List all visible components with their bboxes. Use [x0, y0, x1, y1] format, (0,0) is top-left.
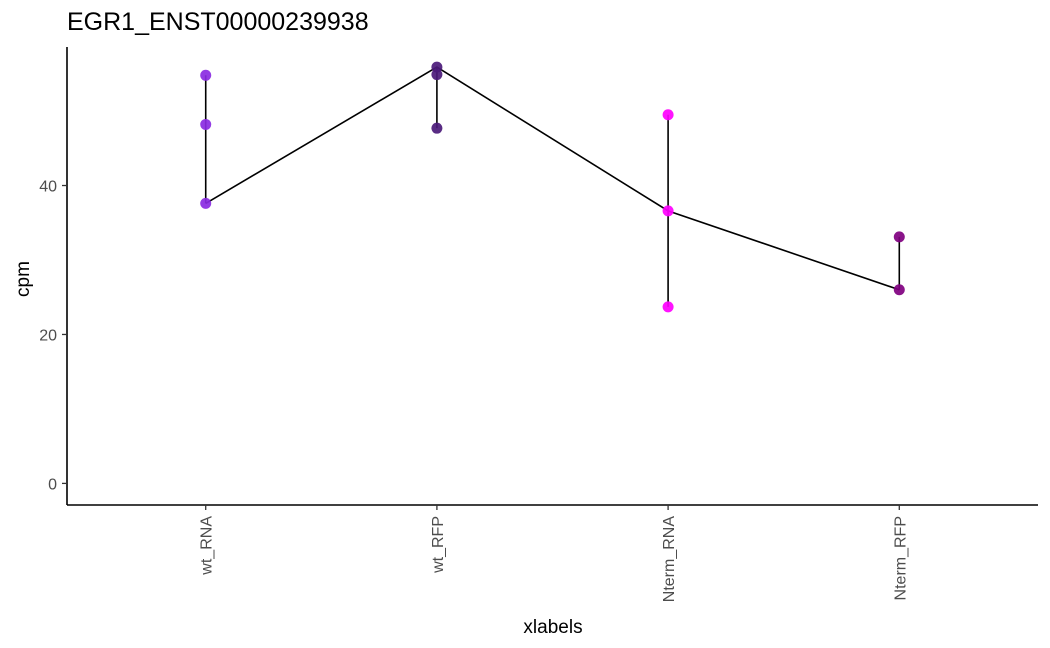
y-tick-label: 0 — [48, 476, 57, 493]
mean-line — [205, 66, 900, 291]
data-point — [893, 284, 905, 296]
x-tick-label: Nterm_RNA — [661, 516, 678, 603]
x-axis-title: xlabels — [523, 617, 582, 638]
x-tick-label: wt_RFP — [430, 516, 447, 574]
chart-title: EGR1_ENST00000239938 — [67, 8, 369, 36]
y-tick-label: 20 — [39, 327, 57, 344]
data-point — [431, 69, 443, 81]
range-segments — [204, 66, 901, 307]
data-point — [200, 118, 212, 130]
data-point — [662, 205, 674, 217]
data-point — [431, 122, 443, 134]
data-point — [662, 301, 674, 313]
data-point — [893, 231, 905, 243]
data-point — [662, 109, 674, 121]
data-point — [200, 69, 212, 81]
x-tick-label: Nterm_RFP — [892, 516, 909, 600]
y-tick-label: 40 — [39, 179, 57, 196]
data-point — [200, 197, 212, 209]
x-tick-label: wt_RNA — [199, 516, 216, 576]
data-points — [200, 61, 905, 313]
y-axis-title: cpm — [13, 261, 34, 297]
axis-ticks: 0 20 40 wt_RNA wt_RFP Nterm_RNA Nterm_RFP — [39, 179, 909, 603]
